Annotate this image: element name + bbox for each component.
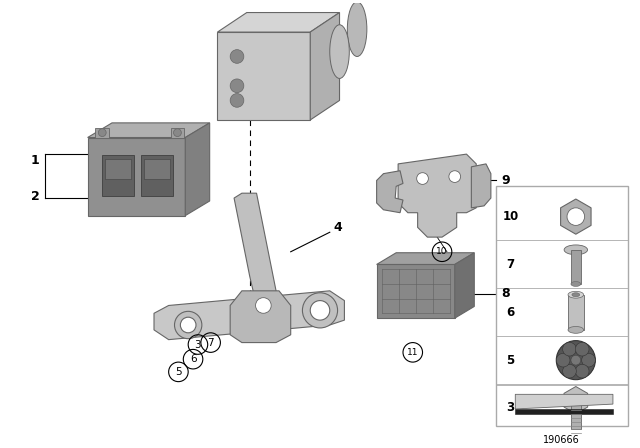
Text: 4: 4 — [333, 221, 342, 234]
Polygon shape — [376, 264, 455, 318]
Polygon shape — [154, 291, 344, 340]
Text: 3: 3 — [506, 401, 515, 414]
Text: 10: 10 — [502, 210, 518, 223]
Text: 1: 1 — [31, 155, 39, 168]
Polygon shape — [185, 123, 210, 215]
Circle shape — [303, 293, 337, 328]
Text: 6: 6 — [189, 354, 196, 364]
Circle shape — [582, 353, 595, 367]
FancyBboxPatch shape — [102, 155, 134, 196]
FancyBboxPatch shape — [144, 159, 170, 179]
Polygon shape — [515, 394, 613, 409]
Polygon shape — [561, 199, 591, 234]
Circle shape — [230, 79, 244, 93]
Text: 5: 5 — [506, 353, 515, 366]
Polygon shape — [95, 128, 109, 138]
Circle shape — [175, 311, 202, 339]
Polygon shape — [376, 253, 474, 264]
Text: 190666: 190666 — [543, 435, 580, 445]
Ellipse shape — [348, 2, 367, 56]
Bar — [568, 295, 584, 330]
Polygon shape — [234, 193, 279, 313]
Polygon shape — [564, 387, 588, 414]
Circle shape — [563, 342, 576, 356]
Circle shape — [230, 50, 244, 63]
Circle shape — [449, 171, 461, 182]
Polygon shape — [310, 13, 340, 120]
Ellipse shape — [572, 293, 580, 297]
Circle shape — [99, 129, 106, 137]
Circle shape — [310, 301, 330, 320]
FancyBboxPatch shape — [141, 155, 173, 196]
Text: 7: 7 — [506, 258, 515, 271]
Text: 5: 5 — [175, 367, 182, 377]
Polygon shape — [88, 123, 210, 138]
Bar — [496, 186, 628, 426]
Ellipse shape — [568, 327, 584, 333]
Circle shape — [173, 129, 181, 137]
Polygon shape — [218, 13, 340, 32]
Ellipse shape — [330, 25, 349, 78]
Text: 7: 7 — [207, 338, 214, 348]
Text: 8: 8 — [501, 287, 510, 300]
Polygon shape — [218, 32, 310, 120]
Polygon shape — [230, 291, 291, 343]
Circle shape — [563, 364, 576, 378]
Text: 9: 9 — [501, 174, 510, 187]
Ellipse shape — [568, 291, 584, 298]
Circle shape — [417, 172, 428, 185]
Circle shape — [230, 94, 244, 107]
Polygon shape — [88, 138, 185, 215]
Ellipse shape — [571, 281, 580, 286]
Circle shape — [575, 364, 589, 378]
Polygon shape — [455, 253, 474, 318]
Circle shape — [575, 342, 589, 356]
Polygon shape — [376, 171, 403, 213]
Text: 10: 10 — [436, 247, 448, 256]
Bar — [571, 250, 580, 284]
Bar — [571, 400, 580, 430]
Circle shape — [571, 355, 580, 365]
Text: 11: 11 — [407, 348, 419, 357]
Circle shape — [556, 340, 595, 380]
Text: 2: 2 — [31, 190, 39, 202]
Bar — [515, 409, 613, 414]
Circle shape — [255, 297, 271, 313]
Circle shape — [556, 353, 570, 367]
Text: 6: 6 — [506, 306, 515, 319]
Polygon shape — [398, 154, 476, 237]
Circle shape — [567, 208, 584, 225]
Text: 3: 3 — [195, 340, 201, 349]
Circle shape — [180, 317, 196, 333]
FancyBboxPatch shape — [105, 159, 131, 179]
Polygon shape — [171, 128, 184, 138]
Polygon shape — [471, 164, 491, 208]
Ellipse shape — [564, 245, 588, 255]
